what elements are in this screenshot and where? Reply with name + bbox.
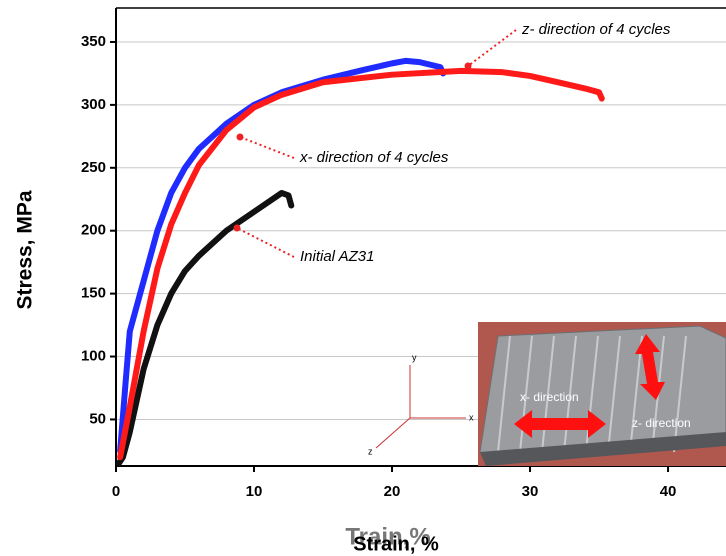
- plate-groove: [519, 335, 533, 453]
- arrow-x: [514, 410, 606, 438]
- arrow-z: [635, 334, 665, 400]
- x-tick-label: 0: [112, 483, 120, 500]
- x-tick-label: 20: [384, 483, 401, 500]
- inset-label: z- direction: [632, 416, 691, 430]
- plate-groove: [607, 335, 621, 453]
- y-axis-label: Stress, MPa: [14, 190, 37, 309]
- y-tick-label: 100: [81, 348, 106, 365]
- triad-label: z: [368, 446, 373, 456]
- y-tick-label: 250: [81, 159, 106, 176]
- y-tick-label: 50: [89, 410, 106, 427]
- annotation-arrow: [239, 136, 295, 159]
- annotation: z- direction of 4 cycles: [521, 21, 671, 38]
- x-tick-label: 30: [522, 483, 539, 500]
- y-tick-label: 150: [81, 285, 106, 302]
- x-axis-label-overlay: Train,%: [345, 523, 430, 550]
- series-line: [117, 57, 447, 454]
- x-tick-label: 10: [246, 483, 263, 500]
- annotation: x- direction of 4 cycles: [299, 149, 449, 166]
- arrow-head: [464, 62, 472, 70]
- plate-groove: [563, 335, 577, 453]
- series-line: [117, 67, 605, 461]
- plate-groove: [541, 335, 555, 453]
- arrow-head: [236, 133, 244, 141]
- plate-groove: [629, 335, 643, 453]
- inset-label: x- direction: [520, 390, 579, 404]
- triad-label: x: [469, 412, 474, 422]
- x-axis-label: Strain, %: [353, 533, 439, 555]
- annotation: Initial AZ31: [300, 248, 374, 265]
- y-tick-label: 350: [81, 33, 106, 50]
- series-line: [115, 189, 295, 467]
- plate-groove: [497, 335, 511, 453]
- triad-label: y: [412, 352, 417, 362]
- triad-z: [375, 417, 411, 449]
- annotation-arrow: [467, 29, 517, 67]
- plate-groove: [673, 335, 687, 453]
- plate-edge: [480, 432, 726, 466]
- annotation-arrow: [236, 227, 295, 258]
- y-tick-label: 200: [81, 222, 106, 239]
- axis-triad: y x z: [368, 352, 474, 456]
- x-tick-label: 40: [660, 483, 677, 500]
- y-tick-label: 300: [81, 96, 106, 113]
- arrow-head: [233, 224, 241, 232]
- inset-photo: x- direction z- direction: [478, 322, 726, 466]
